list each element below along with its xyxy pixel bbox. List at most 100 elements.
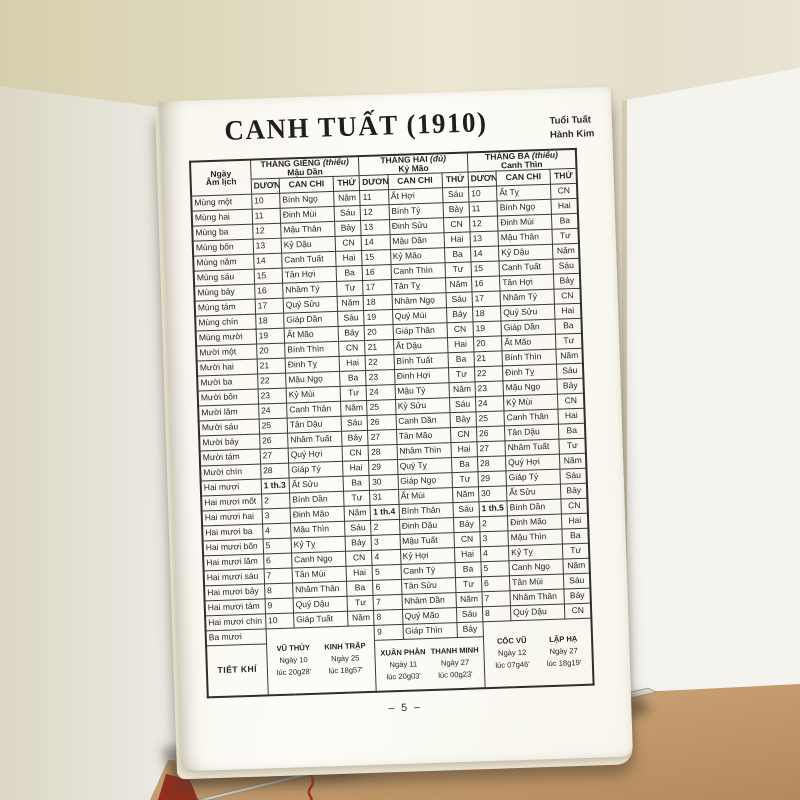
solar-date-cell: 22 [474,365,503,382]
weekday-cell: Bảy [453,516,480,533]
weekday-cell: Tư [444,261,472,278]
tietkhi-term-day: Ngày 27 [549,646,578,657]
solar-date-cell: 1 th.4 [370,504,399,521]
weekday-cell: Bảy [446,306,473,323]
weekday-cell: Sáu [456,606,483,623]
year-attributes: Tuổi Tuất Hành Kim [549,113,594,143]
month-length-note: (thiếu) [322,156,350,168]
weekday-cell: Sáu [449,396,476,413]
weekday-cell: Hai [443,231,471,248]
weekday-cell: CN [450,426,477,443]
solar-date-cell: 14 [253,253,283,269]
weekday-cell: Bảy [341,430,369,447]
tietkhi-term: LẬP HẠ Ngày 27 lúc 18g19' [546,633,582,671]
page-title: CANH TUẤT (1910) [223,106,488,147]
weekday-cell: Tư [455,576,482,593]
weekday-cell: Hai [335,250,363,267]
tietkhi-term-name: THANH MINH [430,645,479,656]
solar-date-cell: 10 [468,185,498,202]
solar-date-cell: 6 [372,579,402,596]
weekday-cell: Ba [454,561,482,578]
page-number: – 5 – [388,701,423,715]
tietkhi-box-month-3: CỐC VŨ Ngày 12 lúc 07g46' LẬP HẠ Ngày 27 lúc … [482,617,594,689]
solar-date-cell: 20 [256,342,286,359]
weekday-cell: Tư [552,228,579,245]
weekday-cell: CN [342,445,369,462]
weekday-cell: Ba [451,456,478,473]
solar-date-cell: 25 [366,399,396,416]
tietkhi-term-time: lúc 18g57' [328,665,364,676]
weekday-cell: Sáu [337,310,365,327]
white-panel [626,68,800,800]
solar-date-cell: 3 [261,507,291,524]
solar-date-cell: 27 [259,447,289,464]
weekday-cell: Ba [562,528,589,544]
weekday-cell: Sáu [563,572,591,589]
solar-date-cell: 10 [251,193,281,209]
weekday-cell: Năm [445,276,472,293]
solar-date-cell: 26 [259,432,289,449]
weekday-cell: Tư [448,366,475,383]
weekday-cell: Năm [559,453,587,469]
weekday-cell: CN [443,216,470,233]
weekday-cell: Bảy [442,201,470,218]
solar-date-cell: 8 [482,605,511,622]
solar-date-cell: 28 [368,444,398,461]
weekday-cell: Tư [343,490,371,507]
solar-date-cell: 15 [253,268,283,284]
weekday-cell: CN [338,340,366,357]
solar-date-cell: 29 [477,470,507,487]
solar-date-cell: 2 [479,515,508,532]
weekday-header: THỨ [441,171,469,188]
solar-date-cell: 30 [478,485,507,502]
weekday-cell: Tư [336,280,364,297]
solar-date-cell: 4 [480,545,509,562]
solar-date-cell: 30 [369,474,399,491]
tietkhi-term-time: lúc 20g28' [276,667,312,678]
weekday-cell: Năm [563,558,590,574]
left-surface [0,86,180,800]
solar-date-cell: 23 [474,380,504,397]
calendar-table: Ngày Âm lịch THÁNG GIÊNG (thiếu) Mậu Dần THÁ… [188,147,595,699]
weekday-cell: Hai [339,355,366,372]
tietkhi-term: CỐC VŨ Ngày 12 lúc 07g46' [494,635,530,673]
solar-date-cell: 2 [261,492,290,509]
weekday-cell: Hai [447,336,474,353]
month-length-note: (đủ) [429,153,447,164]
solar-date-cell: 25 [258,417,288,434]
tietkhi-term-name: CỐC VŨ [496,635,527,646]
tietkhi-term: KINH TRẬP Ngày 25 lúc 18g57' [324,640,367,678]
solar-date-cell: 11 [251,208,281,224]
weekday-cell: Ba [346,580,374,597]
weekday-cell: CN [550,183,578,200]
weekday-cell: Ba [444,246,471,263]
solar-date-cell: 24 [366,384,396,401]
weekday-cell: CN [554,288,581,305]
solar-date-cell: 1 th.5 [478,500,508,517]
solar-date-cell: 15 [470,260,500,277]
weekday-cell: Bảy [345,535,372,552]
solar-date-cell: 5 [262,537,292,554]
solar-date-cell: 27 [476,440,506,457]
weekday-cell: Sáu [442,186,469,203]
solar-date-cell: 19 [255,328,285,344]
tietkhi-term-time: lúc 18g19' [546,658,582,669]
solar-date-cell: 23 [365,369,395,386]
solar-date-cell: 9 [264,597,294,614]
solar-date-cell: 21 [256,357,286,374]
tietkhi-terms: CỐC VŨ Ngày 12 lúc 07g46' LẬP HẠ Ngày 27 lúc … [486,633,590,673]
solar-date-cell: 18 [255,313,285,329]
book-cover-corner [158,774,198,800]
weekday-cell: Hai [346,565,373,582]
solar-date-header: DƯƠNG LỊCH [467,170,497,187]
solar-date-cell: 11 [359,189,389,206]
weekday-cell: Năm [340,400,368,417]
weekday-cell: Bảy [338,325,365,342]
weekday-cell: Sáu [560,468,587,484]
weekday-cell: Năm [452,486,479,503]
weekday-cell: Tư [562,543,590,559]
solar-date-cell: 12 [469,215,499,232]
weekday-cell: Năm [556,348,583,364]
solar-date-cell: 16 [471,275,501,292]
weekday-cell: CN [564,602,592,619]
